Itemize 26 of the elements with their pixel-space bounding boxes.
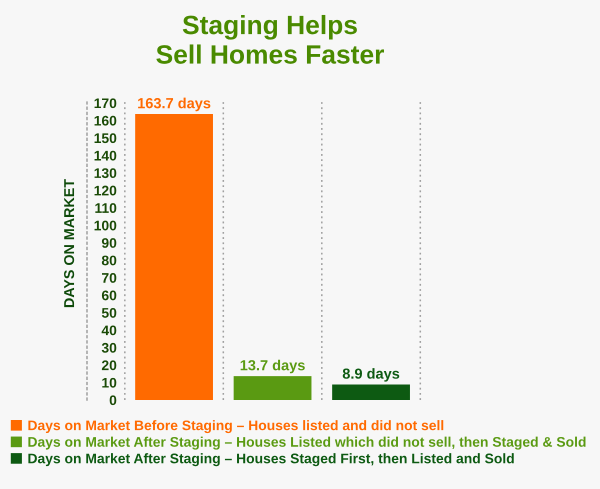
y-tick-label: 90	[102, 238, 116, 248]
data-label: 163.7 days	[138, 98, 210, 112]
legend-label: Days on Market After Staging – Houses Staged First, then Listed and Sold	[28, 453, 514, 466]
y-tick-label: 110	[95, 203, 116, 213]
data-label: 13.7 days	[240, 360, 305, 374]
y-tick-label: 120	[94, 186, 116, 196]
y-axis-title: DAYS ON MARKET	[64, 179, 74, 308]
y-tick-label: 50	[102, 308, 116, 318]
legend-label: Days on Market Before Staging – Houses listed and did not sell	[28, 420, 444, 434]
y-tick-label: 140	[94, 150, 116, 161]
y-tick-label: 160	[94, 116, 116, 126]
chart-title: Staging Helps Sell Homes Faster	[156, 14, 384, 64]
y-tick-label: 40	[102, 325, 116, 336]
y-tick-label: 130	[94, 168, 116, 178]
y-tick-label: 30	[102, 342, 116, 353]
data-label: 8.9 days	[342, 368, 400, 382]
y-tick-label: 80	[102, 256, 116, 266]
y-tick-label: 60	[102, 290, 116, 300]
y-tick-label: 70	[102, 273, 116, 283]
y-tick-label: 150	[94, 133, 116, 144]
legend-label: Days on Market After Staging – Houses Listed which did not sell, then Staged & Sold	[28, 436, 586, 450]
y-tick-label: 20	[102, 360, 116, 370]
y-tick-label: 170	[94, 98, 116, 108]
y-tick-label: 10	[102, 378, 116, 388]
y-tick-label: 0	[110, 395, 116, 406]
y-tick-label: 100	[94, 220, 116, 230]
